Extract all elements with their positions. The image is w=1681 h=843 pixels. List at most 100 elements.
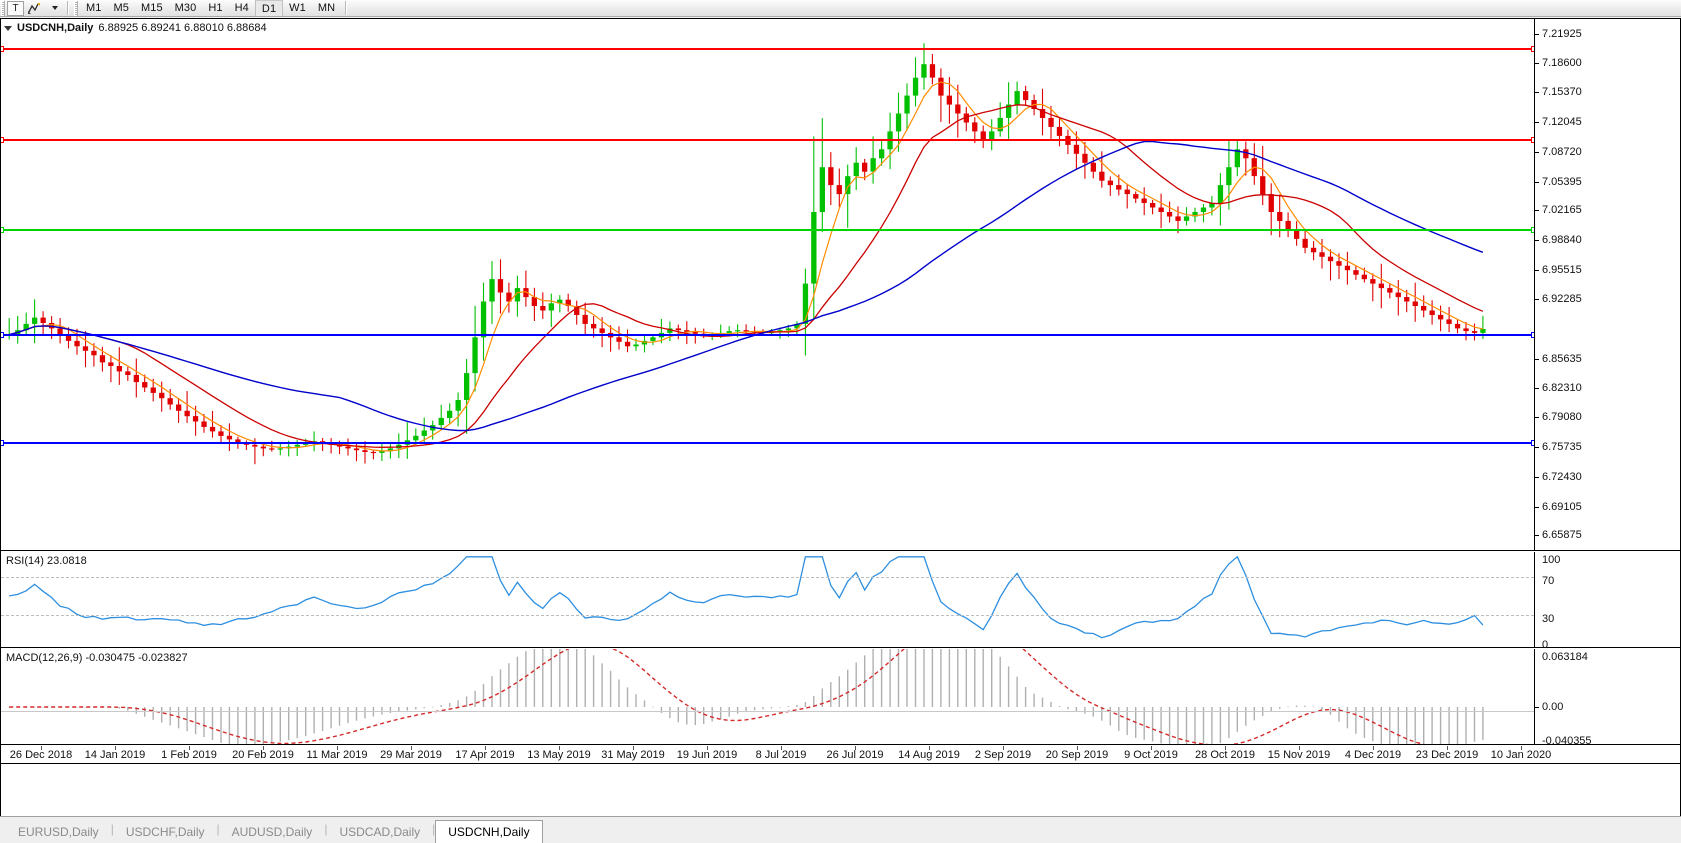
text-tool-icon[interactable]: T <box>7 0 24 16</box>
price-pane[interactable]: 7.201937.100117.000296.882506.76171 7.21… <box>1 19 1680 551</box>
pivot-7-00029-line[interactable] <box>1 226 1534 233</box>
timeframe-m30[interactable]: M30 <box>174 2 197 14</box>
date-axis-label: 26 Dec 2018 <box>9 749 73 761</box>
price-axis-label: 6.79080 <box>1542 411 1582 424</box>
line-anchor-right[interactable] <box>1531 332 1534 339</box>
line-anchor-right[interactable] <box>1531 440 1534 447</box>
date-axis-label: 17 Apr 2019 <box>455 749 515 761</box>
indicators-icon[interactable] <box>24 1 46 16</box>
price-axis-label: 7.18600 <box>1542 57 1582 70</box>
macd-tick <box>1535 706 1539 708</box>
indicators-dropdown-icon[interactable] <box>46 1 63 16</box>
price-axis-label: 6.82310 <box>1542 382 1582 395</box>
tab-eurusd[interactable]: EURUSD,Daily <box>18 825 99 839</box>
price-candlestick-chart <box>6 43 1486 465</box>
price-tick <box>1535 33 1539 35</box>
date-axis-label: 14 Jan 2019 <box>84 749 146 761</box>
line-anchor-right[interactable] <box>1531 137 1534 144</box>
timeframe-d1[interactable]: D1 <box>254 0 284 16</box>
line-anchor-left[interactable] <box>1 46 4 53</box>
rsi-axis-label: 70 <box>1542 574 1555 587</box>
macd-header-label: MACD(12,26,9) -0.030475 -0.023827 <box>6 652 188 664</box>
support-6-76171-line[interactable] <box>1 440 1534 447</box>
tab-audusd[interactable]: AUDUSD,Daily <box>231 825 313 839</box>
timeframe-m15[interactable]: M15 <box>140 2 163 14</box>
price-tick <box>1535 388 1539 390</box>
resistance-7-20193-line[interactable] <box>1 46 1534 53</box>
macd-axis-label: 0.063184 <box>1542 651 1588 663</box>
date-axis-label: 4 Dec 2019 <box>1344 749 1402 761</box>
price-axis-label: 7.02165 <box>1542 204 1582 217</box>
timeframe-h1[interactable]: H1 <box>208 2 223 14</box>
date-tick <box>263 746 264 750</box>
timeframe-group: M1 M5 M15 M30 H1 H4 D1 W1 MN <box>80 0 341 16</box>
main-toolbar: T M1 M5 M15 M30 H1 H4 D1 W1 MN <box>0 0 1681 17</box>
toolbar-separator <box>67 1 69 15</box>
price-axis-label: 7.15370 <box>1542 86 1582 99</box>
line-anchor-right[interactable] <box>1531 46 1534 53</box>
rsi-level-30-line <box>1 615 1534 616</box>
macd-axis: 0.063184 0.00 -0.040355 <box>1534 649 1680 747</box>
line-anchor-left[interactable] <box>1 440 4 447</box>
date-axis-label: 14 Aug 2019 <box>898 749 960 761</box>
rsi-axis: 100 70 30 0 <box>1534 552 1680 651</box>
date-tick <box>485 746 486 750</box>
price-tick <box>1535 270 1539 272</box>
date-axis-label: 20 Sep 2019 <box>1045 749 1109 761</box>
chevron-down-icon <box>51 6 58 10</box>
price-tick <box>1535 298 1539 300</box>
timeframe-mn[interactable]: MN <box>317 2 336 14</box>
date-tick <box>115 746 116 750</box>
date-axis-label: 28 Oct 2019 <box>1195 749 1255 761</box>
timeframe-m5[interactable]: M5 <box>113 2 129 14</box>
macd-pane[interactable]: 0.063184 0.00 -0.040355 MACD(12,26,9) -0.0… <box>1 649 1680 747</box>
tab-separator: | <box>110 822 114 836</box>
date-tick <box>41 746 42 750</box>
timeframe-m1[interactable]: M1 <box>86 2 102 14</box>
date-tick <box>411 746 412 750</box>
date-tick <box>633 746 634 750</box>
price-axis-label: 6.98840 <box>1542 234 1582 247</box>
price-axis-label: 7.05395 <box>1542 175 1582 188</box>
collapse-triangle-icon[interactable] <box>4 25 12 31</box>
price-tick <box>1535 358 1539 360</box>
price-axis-label: 7.21925 <box>1542 27 1582 40</box>
timeframe-w1[interactable]: W1 <box>289 2 306 14</box>
toolbar-grip[interactable] <box>1 0 5 16</box>
price-axis-label: 6.75735 <box>1542 441 1582 454</box>
symbol-header: USDCNH,Daily 6.88925 6.89241 6.88010 6.8… <box>4 22 267 34</box>
resistance-7-10011-line[interactable] <box>1 137 1534 144</box>
rsi-plot-area[interactable] <box>1 552 1534 647</box>
line-anchor-left[interactable] <box>1 226 4 233</box>
timeframe-grip[interactable] <box>74 0 78 16</box>
tab-separator: | <box>432 822 436 836</box>
date-axis[interactable]: 26 Dec 2018 14 Jan 2019 1 Feb 2019 20 Feb 2… <box>1 746 1680 764</box>
rsi-axis-label: 100 <box>1542 554 1561 566</box>
timeframe-h4[interactable]: H4 <box>234 2 249 14</box>
tab-usdcnh[interactable]: USDCNH,Daily <box>435 820 543 843</box>
price-axis-label: 7.12045 <box>1542 116 1582 129</box>
tab-usdcad[interactable]: USDCAD,Daily <box>339 825 421 839</box>
date-axis-label: 19 Jun 2019 <box>676 749 738 761</box>
price-tick <box>1535 210 1539 212</box>
line-anchor-right[interactable] <box>1531 226 1534 233</box>
price-axis[interactable]: 7.21925 7.18600 7.15370 7.12045 7.08720 7.053… <box>1534 19 1680 550</box>
rsi-line-chart <box>9 555 1484 639</box>
price-tick <box>1535 151 1539 153</box>
date-tick <box>559 746 560 750</box>
macd-plot-area[interactable] <box>1 649 1534 744</box>
rsi-pane[interactable]: 100 70 30 0 RSI(14) 23.0818 <box>1 552 1680 651</box>
line-anchor-left[interactable] <box>1 332 4 339</box>
date-axis-label: 13 May 2019 <box>527 749 591 761</box>
date-axis-label: 10 Jan 2020 <box>1490 749 1552 761</box>
tab-usdchf[interactable]: USDCHF,Daily <box>125 825 205 839</box>
date-axis-label: 9 Oct 2019 <box>1124 749 1178 761</box>
support-6-88250-line[interactable] <box>1 332 1534 339</box>
price-axis-label: 6.95515 <box>1542 264 1582 277</box>
price-tick <box>1535 476 1539 478</box>
line-anchor-left[interactable] <box>1 137 4 144</box>
date-tick <box>1299 746 1300 750</box>
chart-window[interactable]: 7.201937.100117.000296.882506.76171 7.21… <box>0 18 1681 825</box>
price-plot-area[interactable]: 7.201937.100117.000296.882506.76171 <box>1 19 1534 550</box>
